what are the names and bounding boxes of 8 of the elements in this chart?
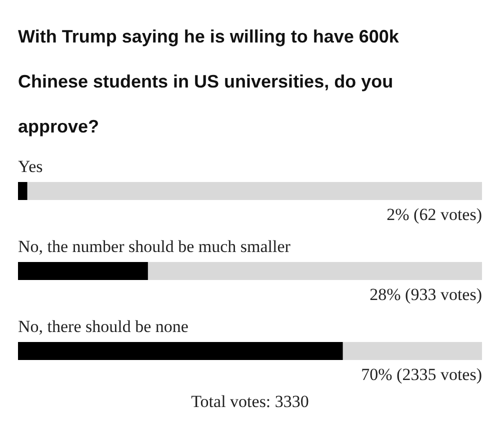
y-tick-label: Yes [18, 157, 43, 176]
data-label: 2% (62 votes) [386, 205, 482, 224]
data-label: 28% (933 votes) [370, 285, 482, 304]
y-tick-label: No, there should be none [18, 317, 188, 336]
y-tick-label: No, the number should be much smaller [18, 237, 291, 256]
data-label: 70% (2335 votes) [361, 365, 482, 384]
annotation: Total votes: 3330 [191, 392, 309, 411]
chart-title: With Trump saying he is willing to have 600k Chinese students in US universities, do you approve? [18, 26, 399, 136]
